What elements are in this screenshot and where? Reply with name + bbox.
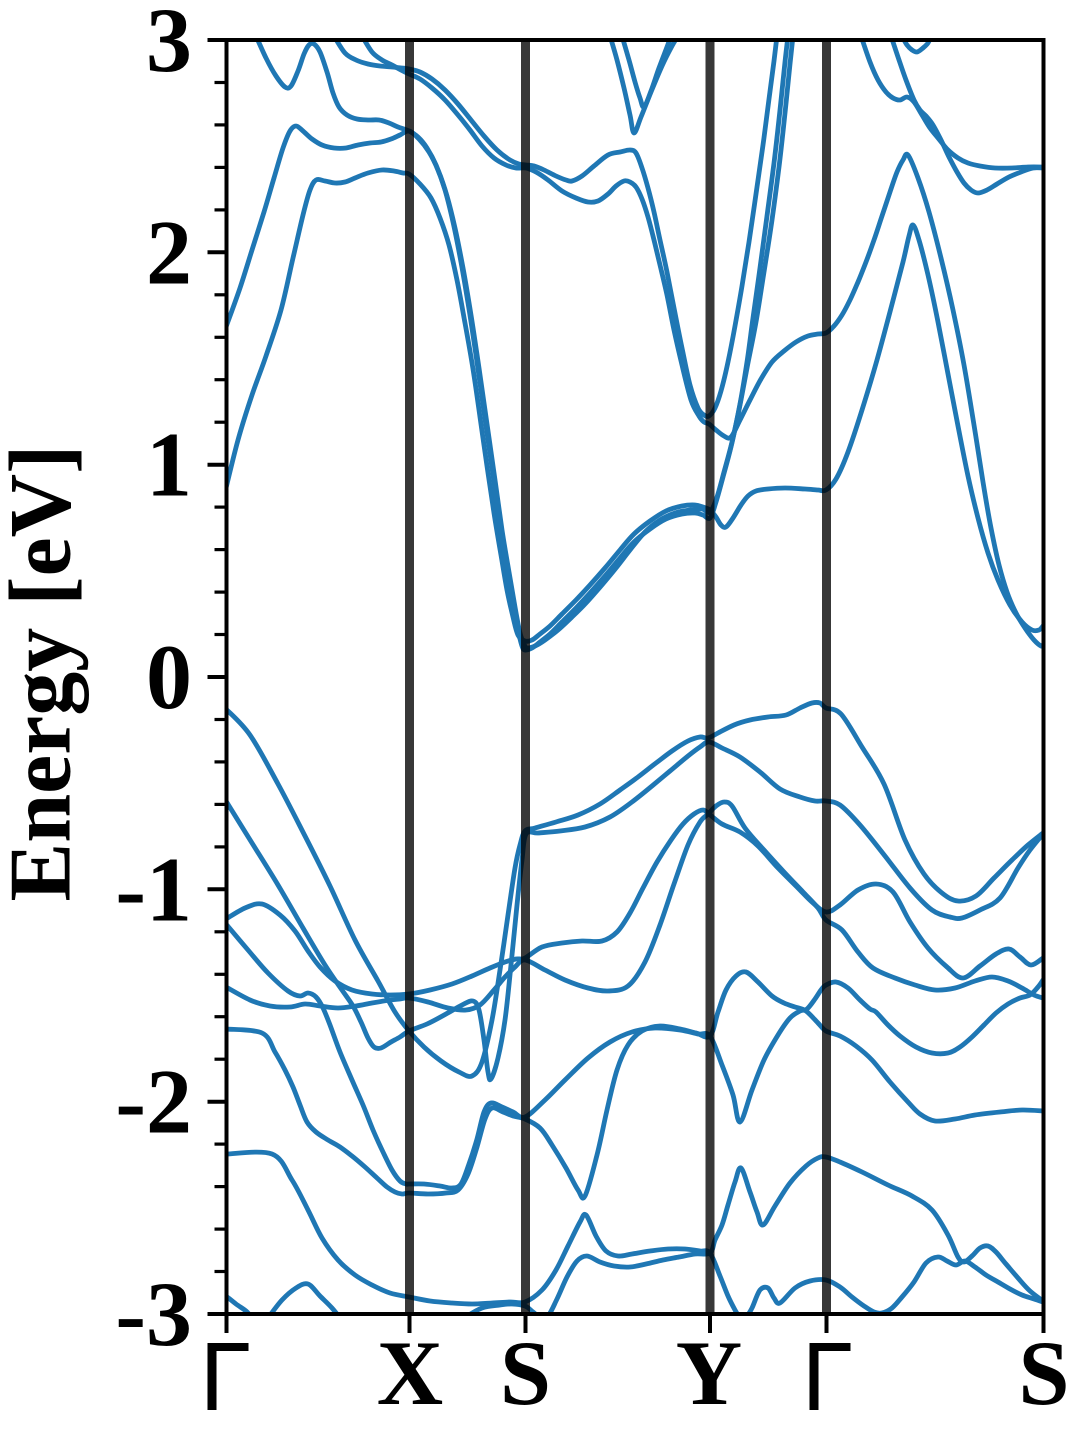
svg-text:Energy [eV]: Energy [eV] <box>0 445 90 902</box>
svg-text:-1: -1 <box>115 838 192 940</box>
svg-text:2: 2 <box>146 201 192 303</box>
svg-text:Y: Y <box>676 1322 742 1424</box>
svg-text:-3: -3 <box>115 1263 192 1365</box>
svg-text:S: S <box>500 1322 551 1424</box>
svg-text:3: 3 <box>146 0 192 91</box>
svg-text:-2: -2 <box>115 1051 192 1153</box>
svg-text:1: 1 <box>146 414 192 516</box>
svg-text:0: 0 <box>146 626 192 728</box>
svg-text:S: S <box>1018 1322 1069 1424</box>
svg-text:X: X <box>377 1322 443 1424</box>
